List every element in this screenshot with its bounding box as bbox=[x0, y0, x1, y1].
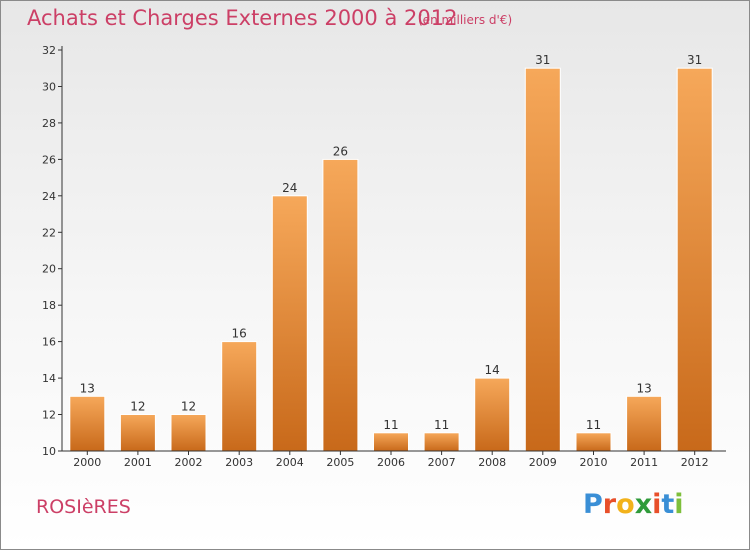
data-label-2005: 26 bbox=[333, 144, 348, 158]
data-label-2006: 11 bbox=[383, 418, 398, 432]
x-tick-label-2010: 2010 bbox=[580, 456, 608, 469]
y-tick-label-10: 10 bbox=[42, 445, 56, 458]
bar-2002 bbox=[170, 414, 207, 452]
bar-2003 bbox=[221, 341, 258, 452]
x-tick-label-2004: 2004 bbox=[276, 456, 304, 469]
x-tick-label-2006: 2006 bbox=[377, 456, 405, 469]
bar-2000 bbox=[69, 395, 106, 452]
data-label-2003: 16 bbox=[232, 327, 247, 341]
data-label-2000: 13 bbox=[80, 381, 95, 395]
bar-2006 bbox=[373, 432, 409, 452]
y-tick-label-14: 14 bbox=[42, 372, 56, 385]
bar-2012 bbox=[676, 67, 713, 452]
y-tick-label-26: 26 bbox=[42, 153, 56, 166]
x-tick-label-2005: 2005 bbox=[326, 456, 354, 469]
chart-subtitle: (en milliers d'€) bbox=[418, 13, 513, 27]
y-tick-label-18: 18 bbox=[42, 299, 56, 312]
x-tick-label-2000: 2000 bbox=[73, 456, 101, 469]
bar-2011 bbox=[626, 395, 663, 452]
data-label-2011: 13 bbox=[636, 381, 651, 395]
data-label-2008: 14 bbox=[485, 363, 500, 377]
x-tick-label-2008: 2008 bbox=[478, 456, 506, 469]
bar-2007 bbox=[423, 432, 460, 452]
x-tick-label-2003: 2003 bbox=[225, 456, 253, 469]
bar-2010 bbox=[575, 432, 612, 452]
data-label-2010: 11 bbox=[586, 418, 601, 432]
data-label-2009: 31 bbox=[535, 53, 550, 67]
bars-group: 13 12 12 16 24 26 11 11 14 31 11 13 31 bbox=[69, 53, 713, 452]
data-label-2012: 31 bbox=[687, 53, 702, 67]
x-tick-label-2012: 2012 bbox=[681, 456, 709, 469]
data-label-2007: 11 bbox=[434, 418, 449, 432]
x-tick-label-2002: 2002 bbox=[175, 456, 203, 469]
x-tick-label-2011: 2011 bbox=[630, 456, 658, 469]
y-tick-label-28: 28 bbox=[42, 117, 56, 130]
y-tick-label-12: 12 bbox=[42, 409, 56, 422]
bar-2001 bbox=[119, 414, 156, 452]
bar-2005 bbox=[322, 158, 359, 452]
chart-title: Achats et Charges Externes 2000 à 2012 bbox=[27, 6, 458, 30]
data-label-2002: 12 bbox=[181, 400, 196, 414]
x-tick-label-2001: 2001 bbox=[124, 456, 152, 469]
axes-group: 2000 2001 2002 2003 2004 2005 2006 2007 2008 2009… bbox=[42, 44, 726, 469]
y-tick-label-16: 16 bbox=[42, 336, 56, 349]
proxiti-logo: Proxiti bbox=[583, 489, 684, 520]
data-label-2001: 12 bbox=[130, 400, 145, 414]
y-tick-label-30: 30 bbox=[42, 81, 56, 94]
y-tick-label-32: 32 bbox=[42, 44, 56, 57]
bar-2009 bbox=[524, 67, 561, 452]
y-tick-label-24: 24 bbox=[42, 190, 56, 203]
bar-2004 bbox=[271, 195, 308, 452]
y-tick-label-22: 22 bbox=[42, 226, 56, 239]
data-label-2004: 24 bbox=[282, 181, 297, 195]
bar-2008 bbox=[474, 377, 511, 452]
x-tick-label-2007: 2007 bbox=[428, 456, 456, 469]
y-tick-label-20: 20 bbox=[42, 263, 56, 276]
x-tick-label-2009: 2009 bbox=[529, 456, 557, 469]
commune-name: ROSIèRES bbox=[36, 496, 131, 518]
